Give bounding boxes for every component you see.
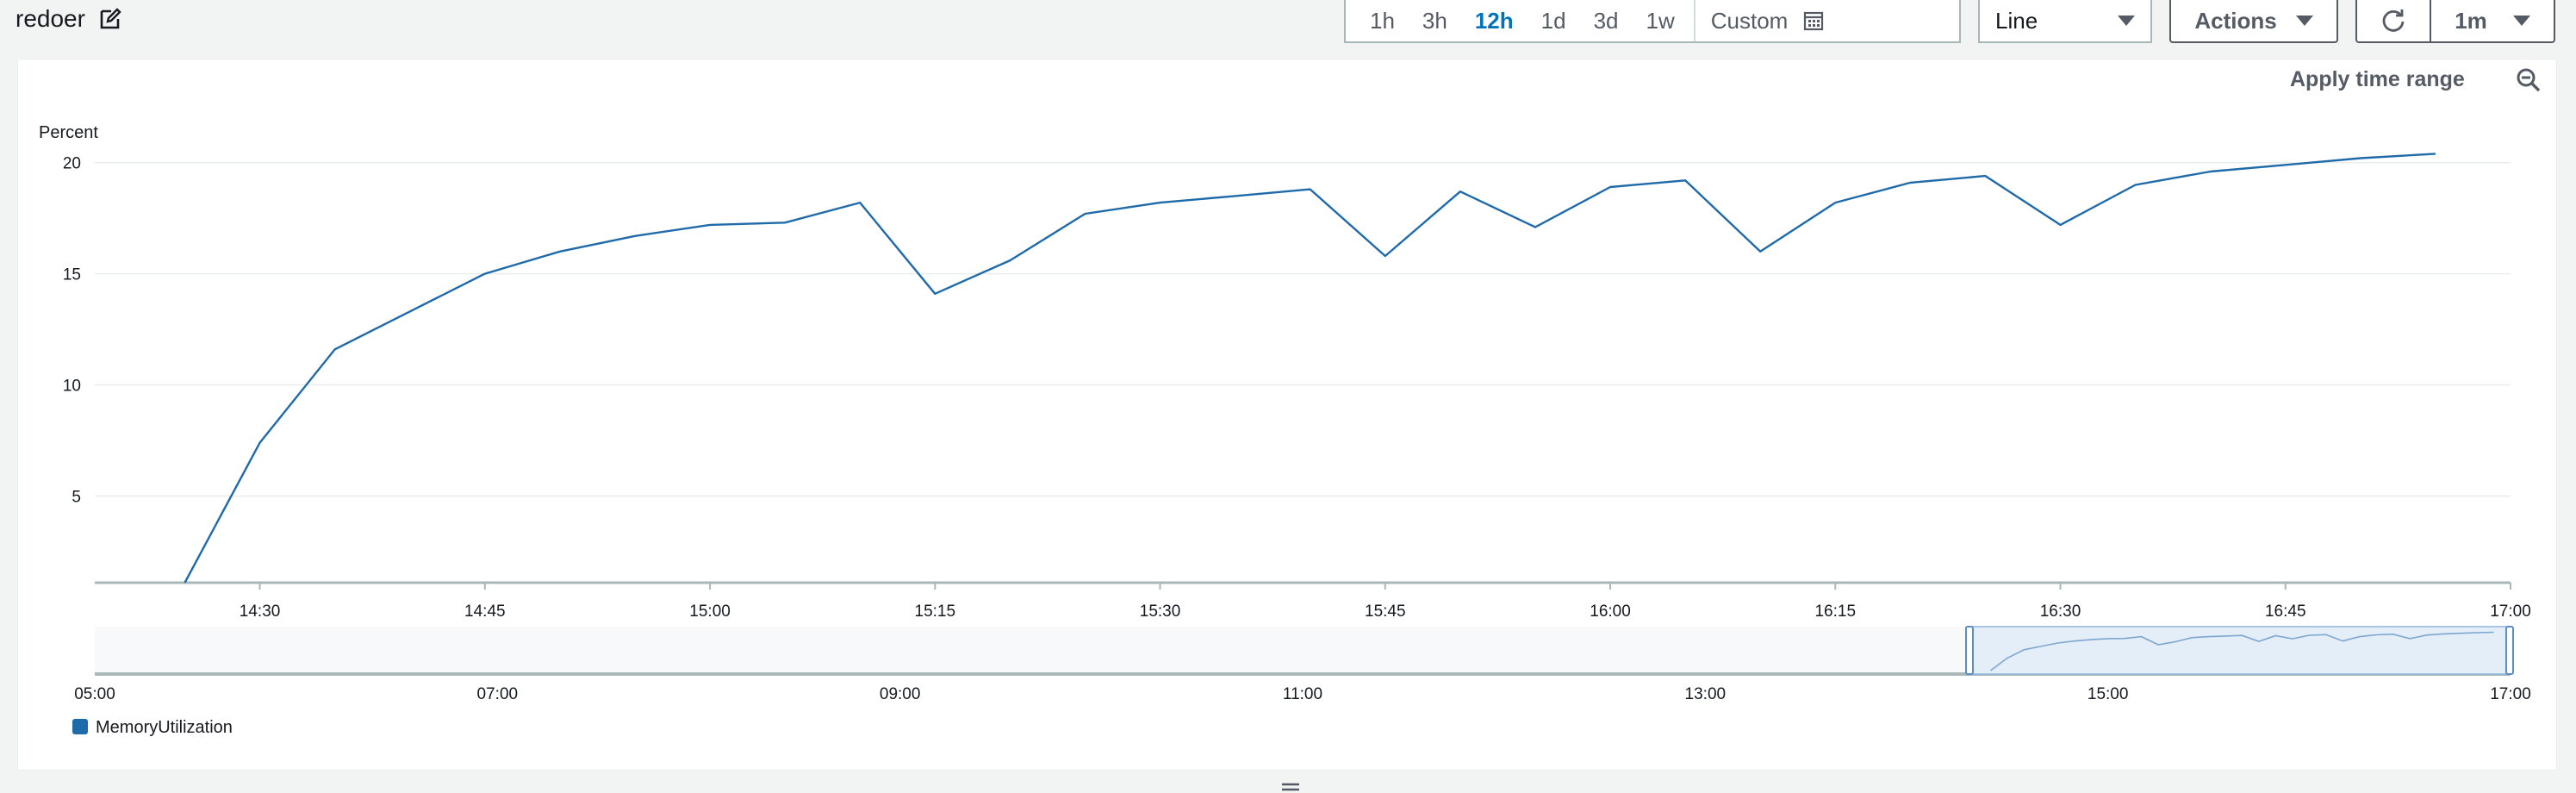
x-tick-label: 16:15 [1814, 603, 1856, 621]
x-tick-label: 15:15 [915, 603, 956, 621]
widget-title-group: redoer [16, 5, 121, 33]
custom-range-label: Custom [1710, 7, 1789, 34]
actions-button[interactable]: Actions [2169, 0, 2338, 43]
graph-type-value: Line [1995, 7, 2038, 34]
apply-time-range-button[interactable]: Apply time range [2290, 67, 2465, 91]
time-range-1d[interactable]: 1d [1540, 7, 1566, 34]
x-tick-label: 14:30 [240, 603, 281, 621]
x-tick-label: 17:00 [2490, 603, 2531, 621]
overview-handle-right [2505, 626, 2514, 675]
legend-swatch [72, 719, 88, 734]
edit-icon[interactable] [99, 8, 121, 30]
overview-selection [1969, 626, 2511, 675]
overview-tick-label: 07:00 [477, 685, 519, 703]
overview-tick-label: 05:00 [74, 685, 115, 703]
y-tick-label: 15 [63, 266, 81, 284]
x-tick-label: 16:45 [2265, 603, 2306, 621]
x-tick-label: 15:30 [1140, 603, 1181, 621]
overview-line [1989, 631, 2494, 671]
time-range-3d[interactable]: 3d [1593, 7, 1619, 34]
memory-utilization-line [184, 153, 2436, 584]
widget-header: redoer 1h 3h 12h 1d 3d 1w Custom Line Actions [0, 0, 2576, 57]
actions-label: Actions [2194, 7, 2277, 34]
y-tick-label: 20 [63, 155, 81, 173]
refresh-icon [2382, 9, 2405, 32]
widget-title: redoer [16, 5, 85, 32]
overview-tick-label: 17:00 [2490, 685, 2531, 703]
caret-down-icon [2295, 16, 2313, 26]
y-tick-label: 5 [72, 488, 81, 506]
legend-label: MemoryUtilization [96, 718, 233, 737]
time-range-selector: 1h 3h 12h 1d 3d 1w Custom [1344, 0, 1961, 43]
x-tick-label: 16:00 [1590, 603, 1631, 621]
graph-type-select[interactable]: Line [1978, 0, 2152, 43]
caret-down-icon [2512, 16, 2530, 26]
refresh-interval-button[interactable]: 1m [2431, 8, 2554, 34]
overview-tick-label: 11:00 [1283, 685, 1322, 703]
separator [1693, 0, 1696, 41]
time-range-12h[interactable]: 12h [1474, 7, 1514, 34]
refresh-interval-label: 1m [2455, 7, 2487, 34]
y-tick-label: 10 [63, 378, 81, 396]
custom-range-button[interactable]: Custom [1696, 8, 1825, 34]
x-tick-label: 15:00 [689, 603, 731, 621]
time-range-1w[interactable]: 1w [1646, 7, 1675, 34]
x-tick-label: 14:45 [464, 603, 506, 621]
calendar-icon [1804, 11, 1824, 31]
refresh-controls: 1m [2355, 0, 2555, 43]
time-range-3h[interactable]: 3h [1422, 7, 1447, 34]
time-range-1h[interactable]: 1h [1370, 7, 1395, 34]
overview-handle-left [1964, 626, 1974, 675]
overview-tick-label: 09:00 [880, 685, 921, 703]
overview-tick-label: 13:00 [1685, 685, 1727, 703]
x-tick-label: 15:45 [1365, 603, 1406, 621]
resize-handle-icon[interactable] [1280, 781, 1301, 793]
refresh-button[interactable] [2357, 0, 2431, 41]
caret-down-icon [2118, 16, 2135, 26]
x-tick-label: 16:30 [2040, 603, 2081, 621]
y-axis-label: Percent [39, 123, 98, 142]
zoom-out-icon[interactable] [2516, 67, 2542, 93]
overview-tick-label: 15:00 [2088, 685, 2129, 703]
